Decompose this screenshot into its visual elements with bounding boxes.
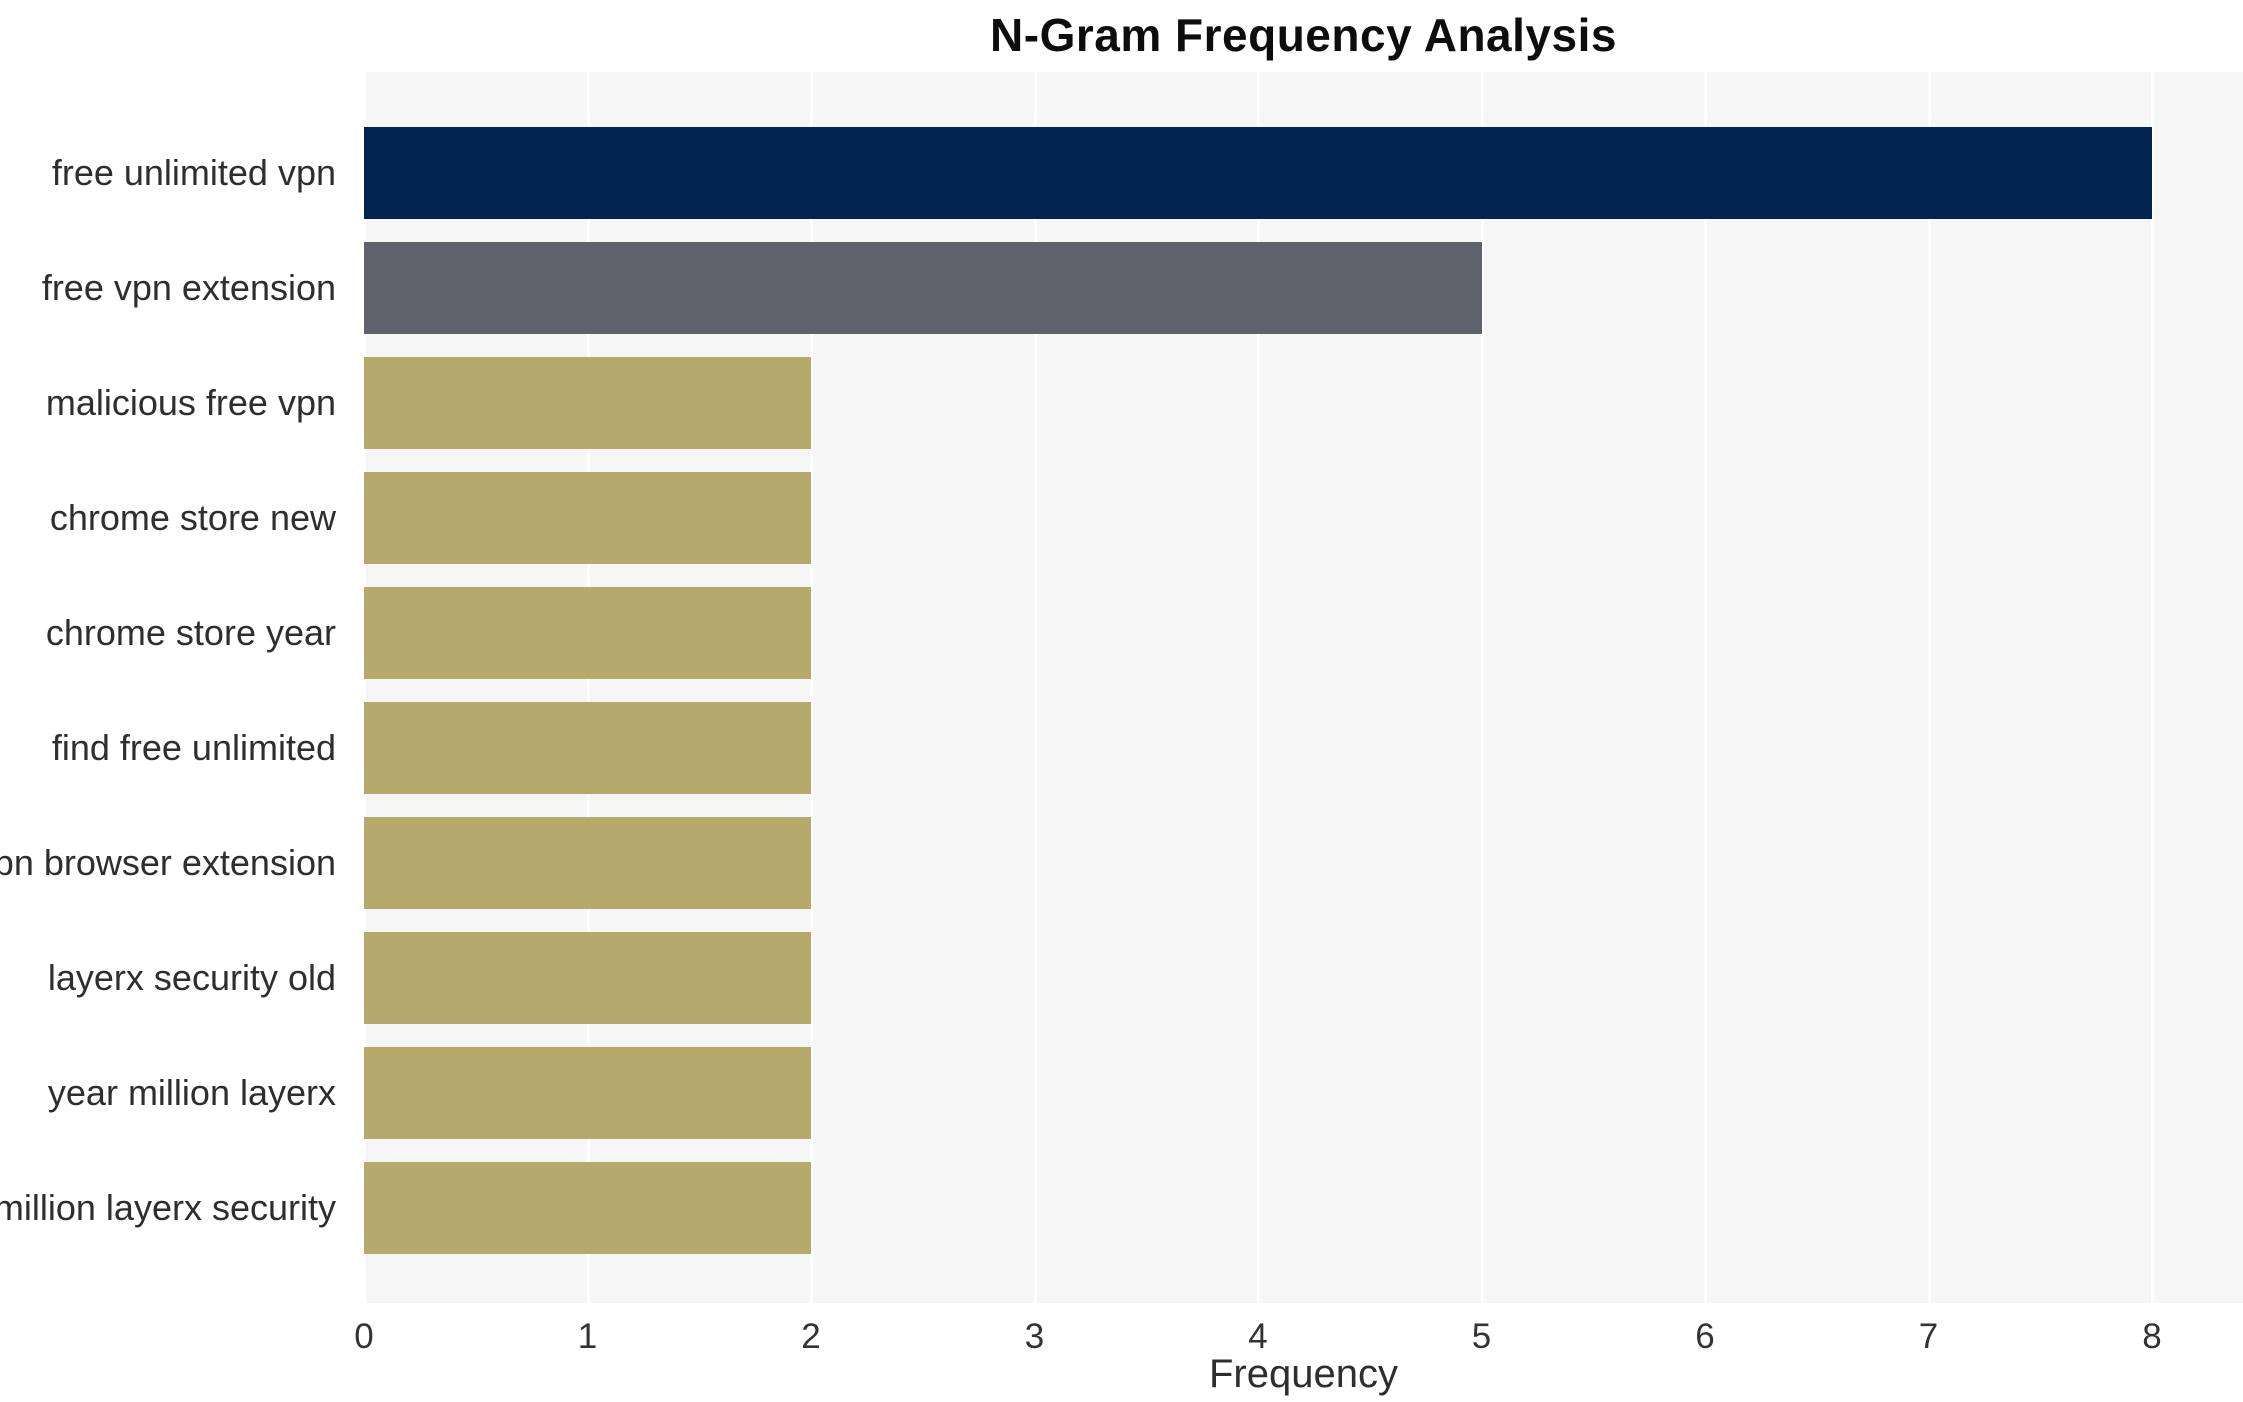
x-tick-label: 7: [1918, 1317, 1939, 1356]
y-tick-label: free unlimited vpn: [51, 151, 336, 193]
gridline: [363, 72, 366, 1303]
bar-row: [364, 1035, 2243, 1150]
y-tick-label: vpn browser extension: [0, 841, 336, 883]
bar-row: [364, 345, 2243, 460]
y-tick-label: chrome store year: [45, 611, 336, 653]
y-tick-label: free vpn extension: [41, 266, 336, 308]
x-tick-label: 3: [1024, 1317, 1045, 1356]
x-tick-label: 1: [577, 1317, 598, 1356]
bar: [364, 931, 811, 1024]
gridline: [1704, 72, 1707, 1303]
gridline: [1257, 72, 1260, 1303]
x-tick-label: 8: [2142, 1317, 2162, 1356]
x-axis-title: Frequency: [1209, 1352, 1398, 1396]
y-tick-label: chrome store new: [49, 496, 336, 538]
bars-container: [364, 72, 2243, 1303]
x-tick-label: 2: [801, 1317, 821, 1356]
bar: [364, 241, 1482, 334]
bar-row: [364, 575, 2243, 690]
bar: [364, 701, 811, 794]
bar: [364, 356, 811, 449]
y-tick-label: layerx security old: [47, 956, 336, 998]
x-tick-label: 6: [1695, 1317, 1715, 1356]
y-tick-label: find free unlimited: [51, 726, 336, 768]
x-tick-label: 0: [354, 1317, 374, 1356]
y-axis-labels: free unlimited vpn free vpn extension mali…: [0, 72, 350, 1303]
bar-row: [364, 230, 2243, 345]
bar: [364, 816, 811, 909]
bar: [364, 586, 811, 679]
gridline: [586, 72, 590, 1303]
bar-row: [364, 920, 2243, 1035]
gridline: [1480, 72, 1484, 1303]
bar: [364, 126, 2152, 219]
x-tick-label: 5: [1471, 1317, 1492, 1356]
bar: [364, 471, 811, 564]
gridline: [1033, 72, 1037, 1303]
plot-area: [363, 72, 2243, 1303]
y-tick-label: year million layerx: [47, 1071, 336, 1113]
y-tick-label: malicious free vpn: [45, 381, 336, 423]
gridline: [810, 72, 813, 1303]
bar: [364, 1161, 811, 1254]
bar: [364, 1046, 811, 1139]
x-axis-ticks: 0 1 2 3 4 5 6 7 8: [354, 1303, 2243, 1363]
bar-row: [364, 115, 2243, 230]
gridline: [2151, 72, 2154, 1303]
y-tick-label: million layerx security: [0, 1186, 336, 1228]
bar-row: [364, 1150, 2243, 1265]
x-tick-label: 4: [1248, 1317, 1268, 1356]
bar-row: [364, 805, 2243, 920]
chart-title: N-Gram Frequency Analysis: [990, 9, 1617, 61]
gridline: [1927, 72, 1931, 1303]
bar-row: [364, 460, 2243, 575]
bar-row: [364, 690, 2243, 805]
